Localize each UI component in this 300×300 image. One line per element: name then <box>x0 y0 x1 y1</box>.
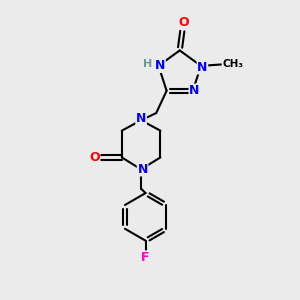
Text: N: N <box>137 163 148 176</box>
Text: N: N <box>189 84 200 97</box>
Text: N: N <box>136 112 146 125</box>
Text: O: O <box>179 16 190 29</box>
Text: F: F <box>141 251 150 264</box>
Text: H: H <box>142 59 152 69</box>
Text: CH₃: CH₃ <box>222 59 243 69</box>
Text: N: N <box>197 61 208 74</box>
Text: O: O <box>89 151 100 164</box>
Text: N: N <box>155 59 165 72</box>
